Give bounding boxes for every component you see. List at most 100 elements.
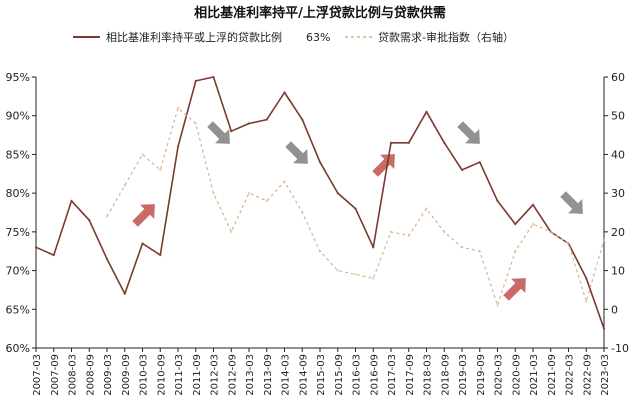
x-tick-label: 2013-03 (245, 354, 256, 396)
data-point-series-2 (230, 230, 233, 234)
trend-arrow-up (503, 278, 526, 301)
data-point-series-2 (123, 184, 126, 187)
x-tick-label: 2010-09 (156, 354, 167, 396)
x-tick-label: 2013-09 (263, 354, 274, 396)
left-tick-label: 95% (6, 71, 30, 84)
series-lines (34, 75, 606, 330)
data-point-series-2 (531, 222, 535, 226)
x-tick-label: 2011-09 (192, 354, 203, 396)
right-tick-label: 20 (611, 226, 625, 239)
data-point-series-1 (159, 253, 162, 257)
data-point-series-2 (549, 230, 552, 234)
x-tick-label: 2020-03 (494, 354, 505, 396)
x-tick-label: 2008-03 (68, 354, 79, 396)
series-line-1 (35, 76, 605, 329)
data-point-series-1 (141, 242, 144, 245)
data-point-series-2 (407, 234, 410, 237)
left-tick-label: 60% (6, 342, 30, 355)
data-point-series-1 (88, 219, 91, 222)
x-tick-label: 2022-09 (582, 354, 593, 396)
x-tick-label: 2015-03 (316, 354, 327, 396)
x-tick-label: 2014-03 (281, 354, 292, 396)
data-point-series-2 (105, 215, 109, 218)
right-tick-label: -10 (611, 342, 629, 355)
legend-label-series-2: 贷款需求-审批指数（右轴） (378, 30, 514, 44)
trend-arrow-down (457, 121, 480, 144)
x-tick-label: 2018-09 (440, 354, 451, 396)
right-tick-label: 60 (611, 71, 625, 84)
x-tick-label: 2015-09 (334, 354, 345, 396)
data-point-series-1 (301, 118, 304, 121)
data-point-series-1 (194, 79, 197, 83)
data-point-series-1 (425, 110, 428, 114)
right-tick-label: 40 (611, 148, 625, 161)
data-point-series-1 (212, 75, 215, 79)
data-point-series-1 (105, 257, 109, 261)
x-tick-label: 2007-03 (32, 354, 43, 396)
data-point-series-1 (123, 292, 126, 295)
data-point-series-1 (34, 246, 38, 249)
data-point-series-2 (389, 230, 393, 234)
series-line-2 (106, 107, 605, 306)
x-tick-label: 2021-03 (529, 354, 540, 396)
data-point-series-2 (496, 304, 499, 307)
x-tick-label: 2019-03 (458, 354, 469, 396)
x-tick-label: 2012-09 (227, 354, 238, 396)
data-point-series-2 (460, 246, 464, 249)
right-tick-label: 0 (611, 303, 618, 316)
left-tick-label: 70% (6, 265, 30, 278)
x-tick-label: 2019-09 (476, 354, 487, 396)
left-tick-label: 90% (6, 110, 30, 123)
data-point-series-1 (283, 91, 286, 94)
data-point-series-1 (407, 141, 410, 145)
data-point-series-2 (283, 180, 286, 183)
right-tick-label: 30 (611, 187, 625, 200)
x-tick-label: 2018-03 (423, 354, 434, 396)
x-tick-label: 2023-03 (600, 354, 611, 396)
data-point-series-1 (354, 207, 357, 210)
data-point-series-1 (496, 199, 499, 203)
x-tick-label: 2014-09 (298, 354, 309, 396)
x-tick-label: 2008-09 (85, 354, 96, 396)
left-tick-label: 75% (6, 226, 30, 239)
legend: 相比基准利率持平或上浮的贷款比例 63% 贷款需求-审批指数（右轴） (73, 30, 514, 44)
data-point-series-1 (443, 141, 446, 145)
data-point-series-2 (425, 207, 428, 210)
chart-title: 相比基准利率持平/上浮贷款比例与贷款供需 (194, 5, 446, 21)
data-point-series-2 (301, 211, 304, 214)
legend-value-series-1: 63% (306, 31, 330, 44)
data-point-series-1 (531, 203, 535, 206)
data-point-series-2 (585, 300, 588, 303)
data-point-series-2 (265, 199, 268, 203)
data-point-series-2 (176, 106, 180, 110)
axes: 95% 90% 85% 80% 75% 70% 65% 60% 60 50 40 30 20 10 0 -10… (6, 71, 629, 396)
left-tick-label: 65% (6, 303, 30, 316)
data-point-series-1 (247, 122, 251, 125)
x-tick-label: 2021-09 (547, 354, 558, 396)
data-point-series-2 (141, 153, 144, 156)
data-point-series-2 (602, 238, 606, 241)
trend-arrow-down (207, 121, 230, 144)
trend-arrow-up (372, 154, 395, 177)
data-point-series-1 (336, 191, 339, 195)
data-point-series-2 (372, 277, 375, 280)
data-point-series-1 (265, 118, 268, 121)
trend-arrow-down (560, 191, 583, 214)
data-point-series-1 (230, 130, 233, 133)
data-point-series-1 (389, 141, 393, 145)
data-point-series-1 (585, 277, 588, 280)
x-tick-label: 2009-09 (121, 354, 132, 396)
data-point-series-2 (159, 168, 162, 172)
trend-arrow-up (132, 204, 155, 227)
data-point-series-2 (443, 230, 446, 234)
data-point-series-2 (194, 122, 197, 125)
trend-arrows (132, 121, 583, 301)
legend-label-series-1: 相比基准利率持平或上浮的贷款比例 (106, 30, 282, 44)
x-tick-label: 2011-03 (174, 354, 185, 396)
data-point-series-2 (336, 269, 339, 272)
right-tick-label: 50 (611, 110, 625, 123)
left-tick-label: 80% (6, 187, 30, 200)
data-point-series-1 (478, 160, 481, 164)
trend-arrow-down (285, 141, 308, 164)
